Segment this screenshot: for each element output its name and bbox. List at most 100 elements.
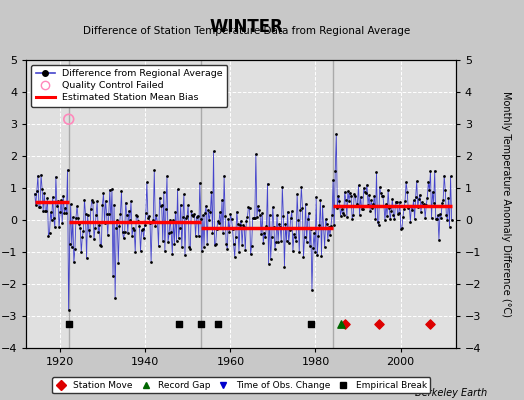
Point <box>313 252 321 259</box>
Point <box>167 229 176 235</box>
Point <box>176 225 184 232</box>
Point <box>76 225 84 231</box>
Point <box>333 205 342 211</box>
Point <box>396 199 404 205</box>
Point <box>64 306 73 313</box>
Point <box>294 217 302 224</box>
Point <box>343 214 351 220</box>
Point <box>47 209 55 216</box>
Point <box>39 208 47 214</box>
Point <box>340 212 348 218</box>
Point <box>329 177 337 184</box>
Point <box>218 197 226 203</box>
Point <box>91 225 99 231</box>
Point <box>262 223 270 230</box>
Point <box>274 239 282 245</box>
Point <box>311 249 319 255</box>
Point <box>272 238 280 245</box>
Point <box>236 222 244 228</box>
Point <box>110 201 118 208</box>
Point <box>38 186 46 192</box>
Point <box>290 231 298 238</box>
Point <box>216 209 224 215</box>
Point <box>98 202 106 208</box>
Point <box>435 236 443 243</box>
Point <box>320 225 328 231</box>
Point <box>172 238 181 244</box>
Point <box>439 197 447 203</box>
Point <box>192 214 201 220</box>
Point <box>37 172 45 178</box>
Point <box>152 212 160 218</box>
Point <box>288 208 296 214</box>
Point <box>125 208 133 214</box>
Point <box>339 210 347 217</box>
Point <box>346 189 354 196</box>
Point <box>93 198 101 204</box>
Point <box>332 130 341 137</box>
Point <box>255 206 263 213</box>
Point <box>147 258 155 265</box>
Point <box>434 212 442 218</box>
Point <box>319 202 327 209</box>
Point <box>347 192 355 199</box>
Point <box>348 216 356 222</box>
Point <box>285 240 293 246</box>
Point <box>179 214 187 220</box>
Point <box>388 196 397 202</box>
Point <box>70 259 78 266</box>
Point <box>334 193 343 199</box>
Point <box>293 191 301 197</box>
Point <box>62 210 71 216</box>
Point <box>447 217 456 223</box>
Point <box>121 229 129 235</box>
Point <box>226 211 235 218</box>
Point <box>437 214 445 221</box>
Point <box>193 212 202 219</box>
Point <box>140 222 149 228</box>
Point <box>202 202 210 209</box>
Point <box>119 235 128 242</box>
Point <box>303 216 312 223</box>
Point <box>206 209 214 216</box>
Point <box>153 219 161 226</box>
Point <box>49 194 57 200</box>
Point <box>248 215 257 221</box>
Point <box>196 321 205 327</box>
Point <box>430 200 438 206</box>
Point <box>196 216 205 222</box>
Point <box>392 198 401 205</box>
Point <box>126 216 134 223</box>
Point <box>184 202 192 208</box>
Point <box>183 213 191 219</box>
Point <box>365 192 373 198</box>
Point <box>412 178 421 184</box>
Point <box>268 234 276 240</box>
Point <box>411 194 420 200</box>
Point <box>77 249 85 256</box>
Point <box>150 167 158 174</box>
Point <box>280 264 289 270</box>
Point <box>421 215 429 221</box>
Point <box>359 185 368 191</box>
Point <box>402 179 410 185</box>
Point <box>107 219 115 226</box>
Point <box>217 224 225 231</box>
Point <box>283 208 292 215</box>
Point <box>156 195 164 201</box>
Point <box>178 244 186 250</box>
Point <box>64 321 73 327</box>
Point <box>114 260 123 266</box>
Point <box>291 234 299 240</box>
Point <box>161 248 169 254</box>
Point <box>191 232 200 239</box>
Point <box>96 242 104 248</box>
Point <box>267 256 275 262</box>
Point <box>380 202 388 209</box>
Point <box>426 321 434 327</box>
Point <box>210 148 218 154</box>
Point <box>56 209 64 215</box>
Point <box>264 180 272 187</box>
Point <box>239 222 247 228</box>
Point <box>420 201 428 207</box>
